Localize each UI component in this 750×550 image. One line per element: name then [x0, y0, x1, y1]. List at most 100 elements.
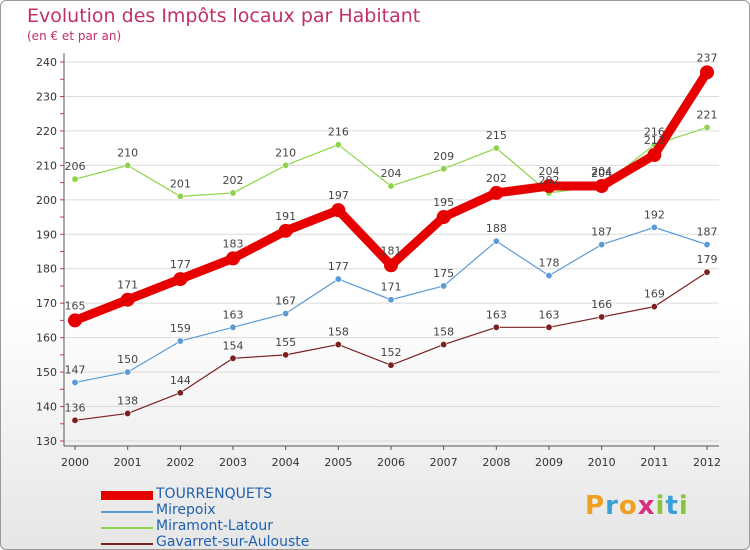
y-tick-label: 160	[36, 332, 57, 345]
y-tick-label: 190	[36, 228, 57, 241]
data-point-miramont-latour	[71, 175, 79, 183]
data-point-gavarret-sur-aulouste	[703, 268, 711, 276]
data-point-tourrenquets	[173, 272, 188, 287]
data-point-tourrenquets	[542, 179, 556, 194]
y-tick-label: 220	[36, 125, 57, 138]
data-point-miramont-latour	[334, 141, 342, 149]
x-tick-label: 2009	[535, 456, 563, 469]
data-point-tourrenquets	[489, 185, 504, 200]
data-point-miramont-latour	[282, 161, 290, 169]
y-tick-label: 210	[36, 159, 57, 172]
data-point-tourrenquets	[226, 251, 240, 266]
data-label-gavarret-sur-aulouste: 169	[644, 288, 665, 301]
data-label-gavarret-sur-aulouste: 163	[486, 308, 507, 321]
data-point-gavarret-sur-aulouste	[545, 323, 553, 331]
data-label-miramont-latour: 215	[486, 129, 507, 142]
data-label-miramont-latour: 204	[381, 167, 402, 180]
x-tick-label: 2006	[377, 456, 405, 469]
data-point-miramont-latour	[492, 144, 500, 152]
data-label-tourrenquets: 204	[539, 165, 560, 178]
x-tick-label: 2003	[219, 456, 247, 469]
legend-swatch-mirepoix	[101, 511, 153, 513]
data-point-mirepoix	[545, 272, 553, 280]
data-label-tourrenquets: 213	[644, 134, 665, 147]
data-label-mirepoix: 159	[170, 322, 191, 335]
y-tick-label: 140	[36, 401, 57, 414]
data-point-gavarret-sur-aulouste	[598, 313, 606, 321]
data-point-gavarret-sur-aulouste	[71, 416, 79, 424]
data-label-gavarret-sur-aulouste: 158	[328, 326, 349, 339]
data-label-gavarret-sur-aulouste: 138	[117, 394, 138, 407]
data-label-gavarret-sur-aulouste: 158	[433, 326, 454, 339]
data-label-mirepoix: 175	[433, 267, 454, 280]
data-point-mirepoix	[492, 237, 500, 245]
data-point-gavarret-sur-aulouste	[650, 303, 658, 311]
data-label-miramont-latour: 210	[117, 146, 138, 159]
data-label-tourrenquets: 195	[433, 196, 454, 209]
legend-label: TOURRENQUETS	[156, 486, 273, 502]
data-point-miramont-latour	[387, 182, 395, 190]
data-point-mirepoix	[598, 241, 606, 249]
data-label-mirepoix: 178	[539, 257, 560, 270]
data-label-mirepoix: 192	[644, 208, 665, 221]
x-tick-label: 2000	[61, 456, 89, 469]
data-label-miramont-latour: 202	[223, 174, 244, 187]
legend-swatch-gavarret	[101, 543, 153, 545]
data-point-tourrenquets	[278, 223, 293, 238]
x-tick-label: 2010	[588, 456, 616, 469]
x-tick-label: 2001	[114, 456, 142, 469]
data-label-mirepoix: 188	[486, 222, 507, 235]
data-label-tourrenquets: 204	[591, 165, 612, 178]
data-point-gavarret-sur-aulouste	[282, 351, 290, 359]
logo-letter: i	[678, 491, 689, 521]
y-tick-label: 230	[36, 90, 57, 103]
y-tick-label: 180	[36, 263, 57, 276]
data-label-tourrenquets: 183	[223, 237, 244, 250]
data-label-mirepoix: 150	[117, 353, 138, 366]
chart-title: Evolution des Impôts locaux par Habitant	[27, 5, 421, 27]
data-label-gavarret-sur-aulouste: 136	[65, 401, 86, 414]
logo-letter: x	[637, 491, 656, 521]
data-point-tourrenquets	[436, 210, 451, 225]
data-point-mirepoix	[387, 296, 395, 304]
axes: 130 140 150 160 170 180 190 200 210 220 230 240 2000…	[36, 53, 721, 469]
legend-label: Gavarret-sur-Aulouste	[156, 534, 310, 550]
y-tick-label: 200	[36, 194, 57, 207]
data-point-mirepoix	[650, 223, 658, 231]
data-label-gavarret-sur-aulouste: 152	[381, 346, 402, 359]
data-label-miramont-latour: 216	[328, 126, 349, 139]
data-point-mirepoix	[334, 275, 342, 283]
y-tick-label: 170	[36, 297, 57, 310]
data-label-miramont-latour: 210	[275, 146, 296, 159]
data-label-miramont-latour: 204	[591, 167, 612, 180]
data-label-tourrenquets: 177	[170, 258, 191, 271]
x-tick-label: 2007	[430, 456, 458, 469]
y-tick-label: 130	[36, 435, 57, 448]
x-tick-label: 2011	[640, 456, 668, 469]
data-label-tourrenquets: 171	[117, 279, 138, 292]
legend-swatch-tourrenquets	[101, 491, 153, 500]
data-label-tourrenquets: 181	[381, 244, 402, 257]
data-point-miramont-latour	[124, 161, 132, 169]
y-tick-label: 150	[36, 366, 57, 379]
data-point-tourrenquets	[120, 292, 135, 307]
data-point-mirepoix	[229, 323, 237, 331]
data-point-mirepoix	[282, 310, 290, 318]
data-point-miramont-latour	[229, 189, 237, 197]
data-point-miramont-latour	[703, 123, 711, 131]
data-point-gavarret-sur-aulouste	[492, 323, 500, 331]
legend-swatch-miramont-latour	[101, 527, 153, 529]
data-point-tourrenquets	[647, 148, 662, 163]
legend-label: Miramont-Latour	[156, 518, 273, 534]
data-point-gavarret-sur-aulouste	[124, 409, 132, 417]
data-point-mirepoix	[71, 378, 79, 386]
data-label-miramont-latour: 209	[433, 150, 454, 163]
data-point-tourrenquets	[331, 203, 346, 218]
logo-letter: r	[605, 491, 619, 521]
proxiti-logo: Proxiti	[585, 491, 689, 521]
x-tick-label: 2012	[693, 456, 721, 469]
data-label-mirepoix: 187	[591, 226, 612, 239]
